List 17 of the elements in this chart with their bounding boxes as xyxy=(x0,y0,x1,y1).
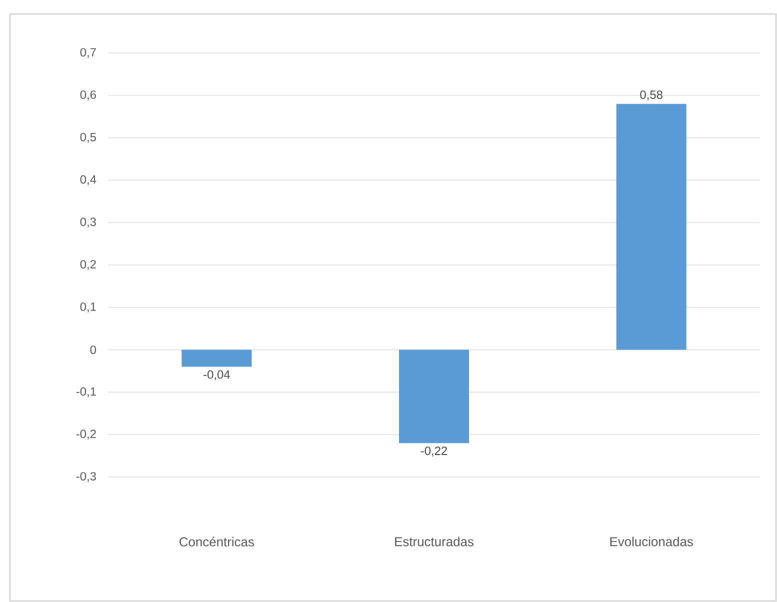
data-label: -0,04 xyxy=(204,370,230,380)
y-tick-label: 0,3 xyxy=(80,218,96,228)
data-label: -0,22 xyxy=(420,446,448,456)
y-tick-label: -0,3 xyxy=(76,472,96,482)
y-tick-label: -0,1 xyxy=(76,387,96,398)
y-tick-label: -0,2 xyxy=(76,430,96,440)
x-tick-label: Concéntricas xyxy=(180,536,254,546)
x-tick-label: Estructuradas xyxy=(395,536,474,546)
y-tick-label: 0,1 xyxy=(80,302,96,312)
y-tick-label: 0,6 xyxy=(80,90,96,100)
x-tick-label: Evolucionadas xyxy=(610,536,693,546)
y-tick-label: 0,7 xyxy=(80,48,96,58)
y-tick-label: 0,4 xyxy=(80,175,96,186)
y-tick-label: 0,2 xyxy=(80,260,96,270)
y-tick-label: 0 xyxy=(90,346,96,354)
y-tick-label: 0,5 xyxy=(80,132,96,143)
data-label: 0,58 xyxy=(640,90,662,100)
